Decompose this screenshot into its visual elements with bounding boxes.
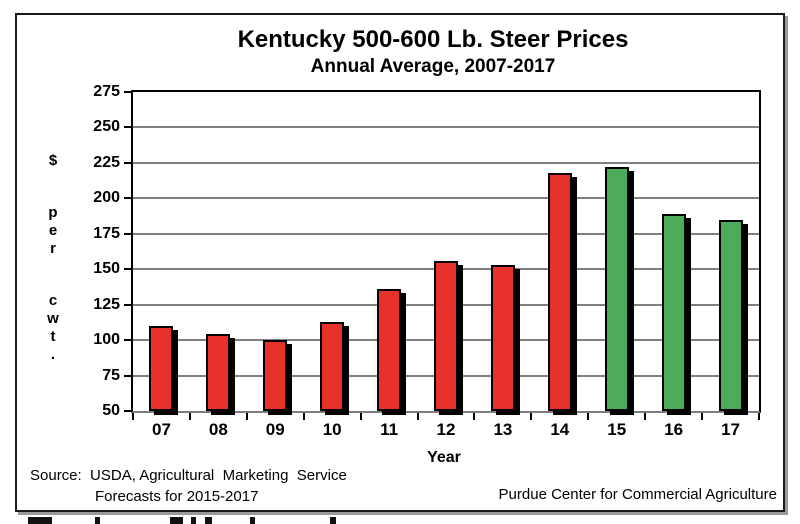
bar-08 (206, 334, 231, 411)
x-axis-tick (530, 413, 533, 420)
x-axis-tick (587, 413, 590, 420)
y-axis-title-letter: e (48, 222, 58, 239)
x-axis-tick (758, 413, 760, 420)
x-axis-tick-label: 07 (151, 420, 171, 439)
x-axis-tick-label: 16 (664, 420, 684, 439)
x-axis-tick-label: 13 (493, 420, 513, 439)
chart-title: Kentucky 500-600 Lb. Steer Prices (237, 26, 629, 53)
gridline (133, 126, 759, 129)
x-axis-tick-label: 15 (607, 420, 627, 439)
credit-note: Purdue Center for Commercial Agriculture (498, 486, 777, 503)
y-axis-tick-label: 225 (93, 153, 120, 171)
x-axis-tick (188, 413, 191, 420)
y-axis-tick (124, 303, 132, 306)
gridline (133, 161, 759, 164)
x-axis-tick (132, 413, 134, 420)
y-axis-tick (124, 197, 132, 200)
x-axis-tick-label: 14 (550, 420, 570, 439)
source-note-line1: Source: USDA, Agricultural Marketing Ser… (30, 467, 347, 484)
y-axis-tick (124, 410, 132, 412)
bar-13 (490, 264, 515, 411)
bar-10 (320, 321, 345, 411)
x-axis-tick (701, 413, 704, 420)
bar-16 (661, 213, 686, 411)
y-axis-tick (124, 374, 132, 377)
x-axis-tick-label: 09 (265, 420, 285, 439)
cropped-text-fragment (170, 517, 183, 524)
y-axis-title-letter: p (48, 204, 58, 221)
y-axis-title-letter: t (50, 328, 56, 345)
cropped-text-fragment (250, 517, 255, 524)
y-axis-title-letter: c (48, 292, 58, 309)
x-axis-tick (359, 413, 362, 420)
x-axis-tick (644, 413, 647, 420)
cropped-text-fragment (28, 517, 52, 524)
cropped-text-fragment (330, 517, 336, 524)
x-axis-tick (473, 413, 476, 420)
y-axis-tick-label: 75 (102, 366, 120, 384)
y-axis-title-letter: w (47, 310, 59, 327)
bar-17 (718, 219, 743, 411)
y-axis-title-letter: . (50, 346, 56, 363)
x-axis-tick-label: 08 (208, 420, 228, 439)
x-axis-tick (302, 413, 305, 420)
y-axis-title-letter: $ (48, 152, 58, 169)
source-note-line2: Forecasts for 2015-2017 (95, 488, 259, 505)
x-axis-tick-label: 11 (380, 420, 399, 439)
y-axis-tick-label: 100 (93, 331, 120, 349)
y-axis-tick (124, 126, 132, 129)
cropped-text-fragment (95, 517, 100, 524)
y-axis-tick (124, 339, 132, 342)
y-axis-tick-label: 50 (102, 402, 120, 419)
x-axis-tick (416, 413, 419, 420)
gridline (133, 197, 759, 200)
x-axis-tick-label: 12 (436, 420, 456, 439)
x-axis-tick (245, 413, 248, 420)
bar-09 (263, 340, 288, 411)
cropped-text-fragment (191, 517, 196, 524)
bar-15 (604, 167, 629, 411)
y-axis-tick (124, 232, 132, 235)
cropped-text-fragment (205, 517, 212, 524)
gridline (133, 232, 759, 235)
y-axis-tick-label: 200 (93, 189, 120, 207)
bar-12 (434, 260, 458, 411)
y-axis-tick (124, 268, 132, 271)
y-axis-tick (124, 91, 132, 93)
y-axis-tick (124, 161, 132, 164)
y-axis-title-letter: r (50, 240, 56, 257)
y-axis-tick-label: 275 (93, 83, 120, 100)
y-axis-tick-label: 125 (93, 295, 120, 313)
bar-14 (547, 172, 572, 411)
y-axis-tick-label: 250 (93, 118, 120, 136)
bar-11 (377, 289, 402, 411)
x-axis-title: Year (427, 449, 461, 466)
x-axis-tick-label: 10 (322, 420, 342, 439)
y-axis-tick-label: 175 (93, 224, 120, 242)
x-axis-tick-label: 17 (721, 420, 740, 439)
chart-subtitle: Annual Average, 2007-2017 (310, 56, 556, 77)
bar-07 (149, 325, 174, 411)
y-axis-tick-label: 150 (93, 260, 120, 278)
